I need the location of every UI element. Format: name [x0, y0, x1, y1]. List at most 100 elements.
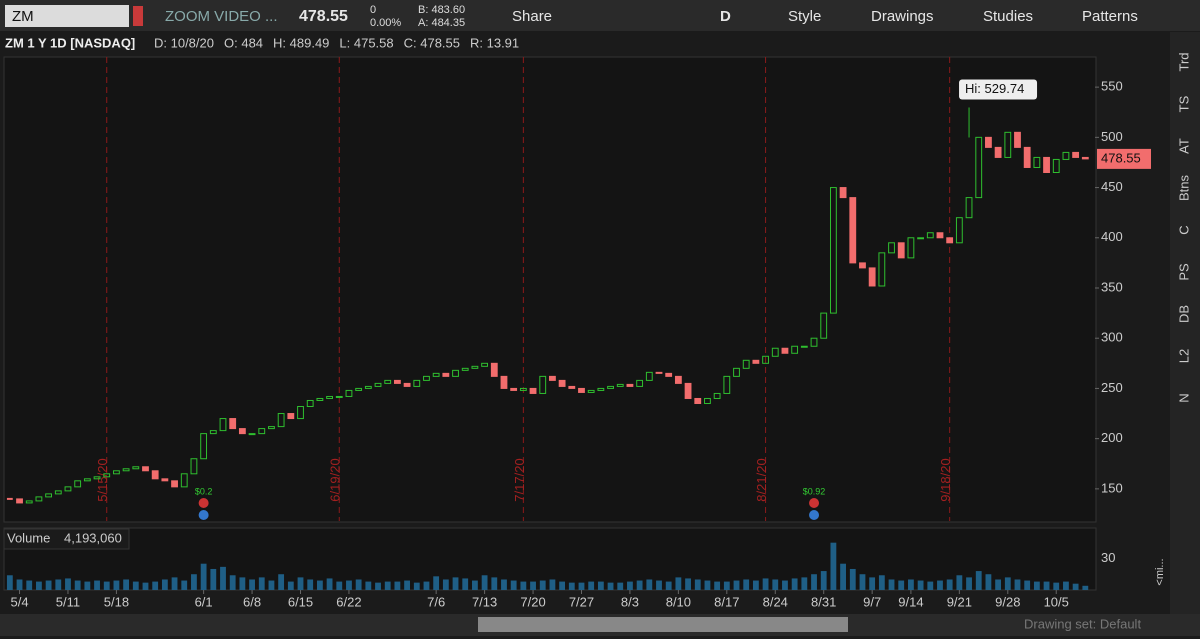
- candle: [568, 385, 576, 389]
- side-tab[interactable]: AT: [1176, 138, 1191, 154]
- candle: [74, 480, 82, 488]
- candle: [810, 337, 818, 347]
- side-tab[interactable]: PS: [1176, 263, 1191, 281]
- earnings-icon: [198, 498, 209, 508]
- change-pct: 0.00%: [370, 17, 401, 29]
- info-item: C: 478.55: [404, 35, 460, 50]
- volume-bar: [181, 580, 188, 590]
- volume-bar: [152, 581, 159, 590]
- volume-bar: [481, 575, 488, 590]
- volume-bar: [307, 579, 314, 590]
- volume-bar: [394, 581, 401, 590]
- candle: [393, 379, 401, 384]
- share[interactable]: Share: [512, 8, 552, 25]
- patterns[interactable]: Patterns: [1082, 8, 1138, 25]
- symbol[interactable]: ZM: [12, 8, 34, 25]
- volume-tab[interactable]: <mi...: [1154, 558, 1166, 585]
- volume-bar: [607, 582, 614, 590]
- side-tab[interactable]: Btns: [1176, 174, 1191, 201]
- volume-bar: [627, 581, 633, 590]
- volume-bar: [142, 582, 149, 590]
- volume-bar: [597, 581, 604, 590]
- candle: [684, 382, 692, 399]
- x-tick-label: 9/7: [863, 594, 881, 609]
- volume-bar: [549, 579, 556, 590]
- volume-bar: [6, 575, 13, 590]
- volume-bar: [840, 563, 846, 590]
- volume-bar: [326, 578, 333, 590]
- candle: [626, 383, 634, 387]
- candle: [180, 473, 188, 488]
- candle: [423, 375, 430, 381]
- x-tick-label: 8/31: [811, 594, 836, 609]
- volume-bar: [995, 579, 1002, 590]
- drawing-set[interactable]: Drawing set: Default: [1024, 616, 1141, 631]
- candle: [1062, 151, 1070, 160]
- candle: [345, 389, 353, 397]
- event-label: 6/19/20: [328, 458, 343, 501]
- candle: [549, 375, 556, 381]
- scroll-thumb[interactable]: [478, 617, 848, 632]
- candle: [200, 433, 208, 460]
- candle: [704, 397, 711, 404]
- candle: [771, 347, 779, 357]
- y-tick-label: 250: [1101, 380, 1123, 395]
- bid: B: 483.60: [418, 4, 465, 16]
- candle: [500, 375, 508, 389]
- info-item: R: 13.91: [470, 35, 519, 50]
- chart-title: ZM 1 Y 1D [NASDAQ]: [5, 35, 135, 50]
- side-tab[interactable]: C: [1176, 225, 1191, 234]
- toolbar: [0, 0, 1200, 31]
- x-tick-label: 5/4: [10, 594, 28, 609]
- side-tab[interactable]: DB: [1176, 305, 1191, 323]
- side-tab[interactable]: L2: [1176, 349, 1191, 363]
- candle: [965, 197, 973, 219]
- price-pane: [3, 56, 1097, 523]
- candle: [597, 387, 605, 391]
- volume-bar: [510, 580, 517, 590]
- volume-bar: [811, 574, 817, 590]
- volume-bar: [375, 582, 381, 590]
- volume-bar: [830, 542, 837, 590]
- candle: [820, 312, 828, 339]
- x-tick-label: 8/24: [763, 594, 788, 609]
- x-tick-label: 9/28: [995, 594, 1020, 609]
- volume-bar: [752, 580, 759, 590]
- period[interactable]: D: [720, 8, 731, 25]
- candle: [413, 379, 421, 387]
- x-tick-label: 6/1: [195, 594, 213, 609]
- candle: [878, 252, 886, 287]
- link[interactable]: [133, 6, 143, 26]
- studies[interactable]: Studies: [983, 8, 1033, 25]
- candle: [1081, 156, 1089, 160]
- candle: [122, 468, 130, 472]
- candle: [364, 385, 372, 389]
- volume-bar: [685, 578, 691, 590]
- y-tick-label: 350: [1101, 279, 1123, 294]
- volume-box: [3, 528, 130, 550]
- style[interactable]: Style: [788, 8, 821, 25]
- volume-bar: [520, 581, 527, 590]
- volume-bar: [1014, 579, 1021, 590]
- candle: [103, 473, 111, 478]
- candle: [93, 476, 101, 480]
- side-tab[interactable]: Trd: [1176, 52, 1191, 71]
- volume-bar: [617, 582, 624, 590]
- candle: [1023, 146, 1031, 168]
- candle: [335, 395, 343, 398]
- candle: [1004, 131, 1012, 158]
- volume-bar: [161, 579, 168, 590]
- candle: [326, 395, 333, 399]
- drawings[interactable]: Drawings: [871, 8, 934, 25]
- symbol-box[interactable]: [5, 5, 129, 27]
- side-tab[interactable]: TS: [1176, 95, 1191, 112]
- candle: [297, 406, 304, 420]
- volume-bar: [268, 580, 275, 590]
- volume-bar: [568, 582, 575, 590]
- side-tab[interactable]: N: [1176, 393, 1191, 402]
- volume-bar: [336, 581, 343, 590]
- x-tick-label: 9/21: [947, 594, 972, 609]
- volume-bar: [656, 580, 662, 590]
- volume-bar: [530, 581, 536, 590]
- y-tick-label: 450: [1101, 179, 1123, 194]
